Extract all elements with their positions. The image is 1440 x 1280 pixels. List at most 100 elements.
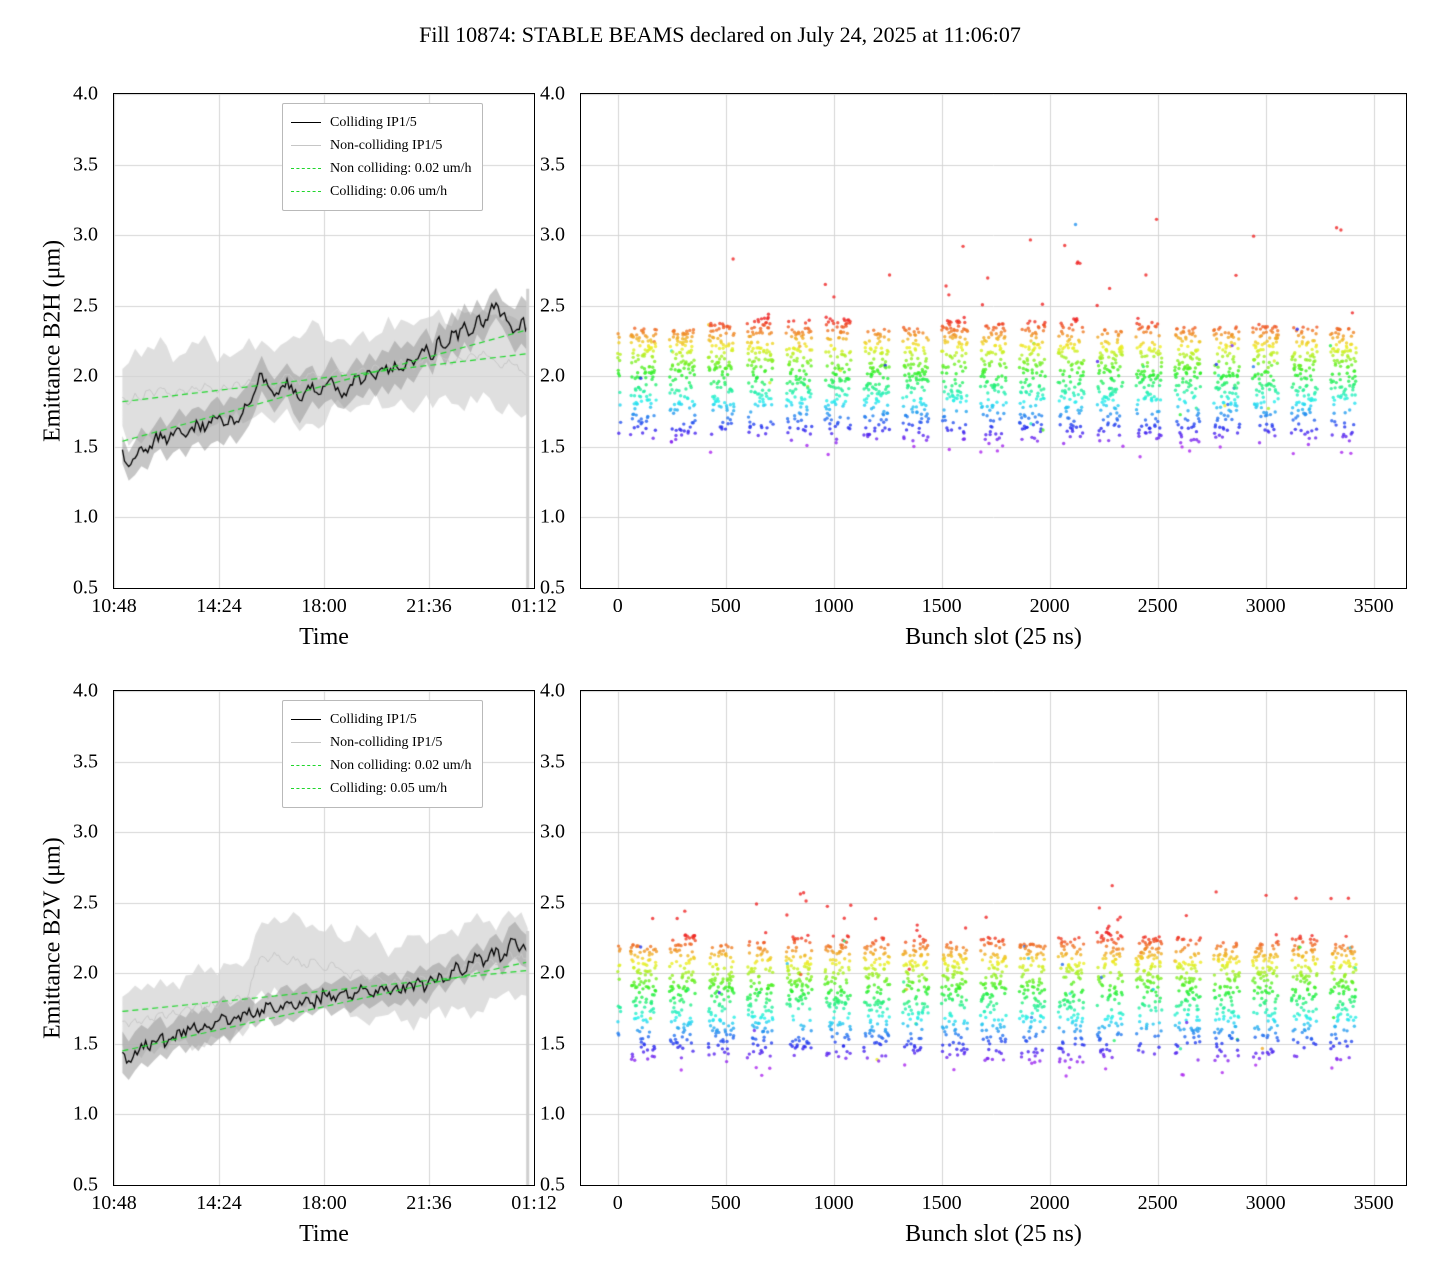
y-tick-label: 4.0 [540, 82, 565, 105]
panel-emittance-b2h-vs-bunch-slot: 0.5 1.0 1.5 2.0 2.5 3.0 3.5 4.0 0 500 1000 1500 200… [540, 83, 1407, 650]
legend-line-sample [291, 122, 321, 123]
panel-emittance-b2h-vs-time: Emittance B2H (μm) 0.5 1.0 1.5 2.0 2.5 3.0 3.5… [40, 83, 557, 651]
legend-entry-label: Colliding: 0.06 um/h [330, 183, 448, 199]
y-tick-label: 0.5 [73, 576, 98, 599]
y-tick-label: 2.0 [540, 961, 565, 984]
legend-entry-label: Colliding IP1/5 [330, 711, 417, 727]
y-tick-label: 3.5 [540, 750, 565, 773]
legend-line-sample [291, 191, 321, 192]
x-tick-label: 1000 [813, 595, 854, 617]
x-tick-label: 0 [612, 595, 623, 617]
y-tick-label: 2.0 [73, 364, 98, 387]
b2v-bunch-chart-canvas [581, 691, 1406, 1185]
x-tick-label: 14:24 [196, 1192, 242, 1214]
legend: Colliding IP1/5 Non-colliding IP1/5 Non co… [282, 700, 483, 808]
x-tick-label: 2000 [1029, 1192, 1070, 1214]
legend-line-sample [291, 145, 321, 146]
x-tick-labels: 0 500 1000 1500 2000 2500 3000 3500 [581, 1185, 1406, 1219]
legend-entry-label: Non-colliding IP1/5 [330, 137, 443, 153]
legend-entry-label: Non colliding: 0.02 um/h [330, 160, 472, 176]
y-tick-label: 3.5 [73, 153, 98, 176]
legend-entry: Non-colliding IP1/5 [291, 731, 472, 754]
x-tick-label: 3500 [1353, 1192, 1394, 1214]
legend: Colliding IP1/5 Non-colliding IP1/5 Non co… [282, 103, 483, 211]
x-tick-label: 14:24 [196, 595, 242, 617]
x-axis-label: Time [299, 1221, 349, 1247]
x-axis-label: Time [299, 624, 349, 650]
y-tick-label: 1.0 [73, 505, 98, 528]
legend-entry-label: Non colliding: 0.02 um/h [330, 757, 472, 773]
y-tick-label: 2.0 [73, 961, 98, 984]
y-tick-label: 2.0 [540, 364, 565, 387]
y-tick-label: 2.5 [540, 891, 565, 914]
legend-entry-label: Colliding: 0.05 um/h [330, 780, 448, 796]
y-tick-label: 3.0 [540, 223, 565, 246]
y-tick-label: 3.0 [73, 223, 98, 246]
legend-entry: Non colliding: 0.02 um/h [291, 754, 472, 777]
legend-entry-label: Non-colliding IP1/5 [330, 734, 443, 750]
y-tick-label: 1.0 [73, 1102, 98, 1125]
y-tick-label: 0.5 [540, 576, 565, 599]
y-tick-label: 4.0 [73, 82, 98, 105]
panel-emittance-b2v-vs-bunch-slot: 0.5 1.0 1.5 2.0 2.5 3.0 3.5 4.0 0 500 1000 1500 200… [540, 680, 1407, 1247]
x-tick-label: 01:12 [511, 595, 557, 617]
panel-emittance-b2v-vs-time: Emittance B2V (μm) 0.5 1.0 1.5 2.0 2.5 3.0 3.5… [40, 680, 557, 1248]
b2h-bunch-chart-canvas [581, 94, 1406, 588]
y-tick-labels: 0.5 1.0 1.5 2.0 2.5 3.0 3.5 4.0 [36, 680, 106, 1196]
legend-entry: Non colliding: 0.02 um/h [291, 157, 472, 180]
legend-line-sample [291, 788, 321, 789]
y-tick-label: 3.0 [540, 820, 565, 843]
x-tick-label: 2500 [1137, 1192, 1178, 1214]
x-tick-label: 18:00 [301, 595, 347, 617]
y-tick-label: 1.5 [540, 435, 565, 458]
legend-entry: Colliding IP1/5 [291, 708, 472, 731]
x-tick-label: 10:48 [91, 1192, 137, 1214]
legend-line-sample [291, 719, 321, 720]
x-tick-label: 2000 [1029, 595, 1070, 617]
x-tick-labels: 10:48 14:24 18:00 21:36 01:12 [91, 1185, 557, 1219]
y-tick-label: 1.0 [540, 1102, 565, 1125]
legend-line-sample [291, 742, 321, 743]
x-tick-label: 3000 [1245, 1192, 1286, 1214]
y-tick-labels: 0.5 1.0 1.5 2.0 2.5 3.0 3.5 4.0 [503, 680, 573, 1196]
y-tick-label: 4.0 [540, 679, 565, 702]
x-tick-label: 3500 [1353, 595, 1394, 617]
y-tick-label: 1.5 [540, 1032, 565, 1055]
y-tick-label: 1.5 [73, 1032, 98, 1055]
x-tick-label: 21:36 [406, 1192, 452, 1214]
x-tick-label: 500 [710, 1192, 741, 1214]
x-tick-label: 3000 [1245, 595, 1286, 617]
x-tick-label: 18:00 [301, 1192, 347, 1214]
x-tick-label: 2500 [1137, 595, 1178, 617]
legend-entry-label: Colliding IP1/5 [330, 114, 417, 130]
figure-title: Fill 10874: STABLE BEAMS declared on Jul… [419, 22, 1021, 47]
y-tick-label: 4.0 [73, 679, 98, 702]
x-tick-labels: 0 500 1000 1500 2000 2500 3000 3500 [581, 588, 1406, 622]
y-tick-label: 2.5 [540, 294, 565, 317]
legend-line-sample [291, 765, 321, 766]
y-tick-label: 2.5 [73, 891, 98, 914]
y-tick-label: 3.5 [540, 153, 565, 176]
x-tick-label: 1500 [921, 595, 962, 617]
y-tick-label: 1.5 [73, 435, 98, 458]
y-tick-label: 3.5 [73, 750, 98, 773]
y-tick-labels: 0.5 1.0 1.5 2.0 2.5 3.0 3.5 4.0 [36, 83, 106, 599]
x-tick-label: 10:48 [91, 595, 137, 617]
legend-entry: Colliding IP1/5 [291, 111, 472, 134]
y-tick-label: 3.0 [73, 820, 98, 843]
x-tick-label: 0 [612, 1192, 623, 1214]
x-tick-label: 01:12 [511, 1192, 557, 1214]
x-tick-label: 1500 [921, 1192, 962, 1214]
y-tick-label: 0.5 [540, 1173, 565, 1196]
y-tick-label: 0.5 [73, 1173, 98, 1196]
legend-entry: Colliding: 0.06 um/h [291, 180, 472, 203]
x-tick-label: 1000 [813, 1192, 854, 1214]
legend-line-sample [291, 168, 321, 169]
x-tick-labels: 10:48 14:24 18:00 21:36 01:12 [91, 588, 557, 622]
legend-entry: Non-colliding IP1/5 [291, 134, 472, 157]
x-axis-label: Bunch slot (25 ns) [905, 1221, 1082, 1247]
y-tick-label: 2.5 [73, 294, 98, 317]
x-tick-label: 500 [710, 595, 741, 617]
x-axis-label: Bunch slot (25 ns) [905, 624, 1082, 650]
y-tick-labels: 0.5 1.0 1.5 2.0 2.5 3.0 3.5 4.0 [503, 83, 573, 599]
